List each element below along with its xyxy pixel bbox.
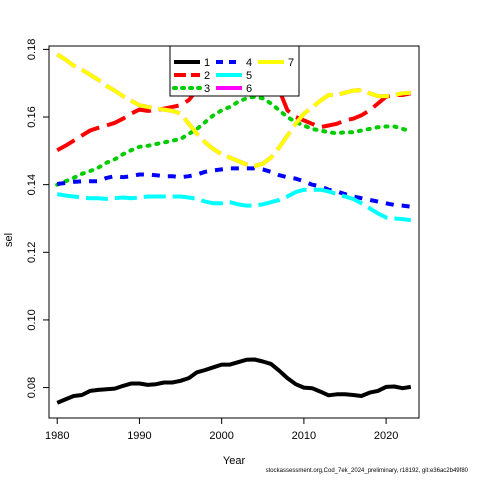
x-tick-label: 1980 (45, 430, 69, 442)
axes: 1980 1990 2000 2010 2020 0.08 0.10 0.12 0.14 0.16… (26, 39, 398, 442)
legend: 123 456 7 (169, 45, 300, 97)
series-line-1 (56, 357, 412, 405)
y-tick-label: 0.10 (26, 309, 38, 330)
legend-label-3: 3 (204, 83, 210, 95)
footer-credit: stockassessment.org,Cod_7ek_2024_prelimi… (265, 468, 468, 474)
legend-label-2: 2 (204, 70, 210, 82)
series-line-7 (56, 52, 411, 169)
x-axis-label: Year (223, 455, 246, 467)
series-line-3 (55, 94, 413, 187)
y-tick-label: 0.08 (26, 377, 38, 398)
series-layer (55, 52, 413, 405)
x-tick-label: 2000 (209, 430, 233, 442)
y-tick-label: 0.12 (26, 242, 38, 263)
legend-label-4: 4 (246, 57, 252, 69)
legend-label-1: 1 (204, 57, 210, 69)
y-axis-label: sel (3, 233, 15, 247)
y-tick-label: 0.14 (26, 174, 38, 195)
legend-label-6: 6 (246, 83, 252, 95)
x-tick-label: 2010 (292, 430, 316, 442)
y-tick-label: 0.18 (26, 39, 38, 60)
legend-label-5: 5 (246, 70, 252, 82)
legend-label-7: 7 (288, 57, 294, 69)
x-tick-label: 1990 (127, 430, 151, 442)
y-tick-label: 0.16 (26, 106, 38, 127)
series-line-4 (56, 166, 412, 209)
x-tick-label: 2020 (374, 430, 398, 442)
series-line-5 (56, 187, 412, 223)
